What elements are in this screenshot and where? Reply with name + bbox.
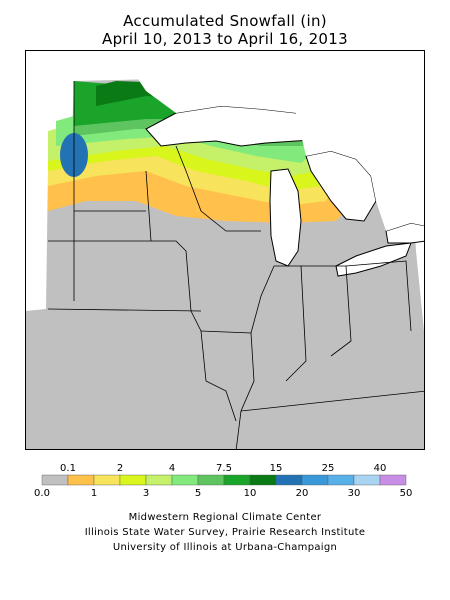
- legend-swatch: [67, 474, 95, 486]
- legend-bottom-label: 3: [143, 488, 149, 499]
- legend-bottom-label: 10: [244, 488, 257, 499]
- legend-top-label: 40: [374, 463, 387, 474]
- legend-swatch: [41, 474, 69, 486]
- map-title: Accumulated Snowfall (in): [123, 12, 327, 30]
- legend-top-label: 0.1: [60, 463, 76, 474]
- legend-swatch: [353, 474, 381, 486]
- legend-swatch: [223, 474, 251, 486]
- color-legend: 0.1 2 4 7.5 15 25 40 0.0 1 3 5 10 20 30 50: [34, 463, 412, 499]
- legend-swatch: [379, 474, 407, 486]
- legend-top-label: 15: [270, 463, 283, 474]
- legend-swatch: [197, 474, 225, 486]
- legend-swatch: [327, 474, 355, 486]
- legend-bottom-label: 50: [400, 488, 413, 499]
- legend-bottom-label: 20: [296, 488, 309, 499]
- legend-swatch: [93, 474, 121, 486]
- lake-huron: [305, 150, 377, 222]
- legend-bins: [41, 474, 407, 486]
- legend-swatch: [145, 474, 173, 486]
- legend-swatch: [249, 474, 277, 486]
- legend-swatch: [171, 474, 199, 486]
- legend-swatch: [119, 474, 147, 486]
- canada-region: [126, 51, 424, 231]
- legend-swatch: [301, 474, 329, 486]
- legend-bottom-label: 0.0: [34, 488, 50, 499]
- legend-swatch: [275, 474, 303, 486]
- legend-bottom-labels: 0.0 1 3 5 10 20 30 50: [34, 488, 412, 499]
- credit-line-3: University of Illinois at Urbana-Champai…: [112, 542, 338, 553]
- lake-erie: [335, 242, 412, 277]
- legend-bottom-label: 30: [348, 488, 361, 499]
- map-date-range: April 10, 2013 to April 16, 2013: [102, 30, 348, 48]
- legend-top-label: 2: [117, 463, 123, 474]
- state-boundaries: [47, 81, 424, 449]
- legend-top-label: 25: [322, 463, 335, 474]
- legend-bottom-label: 5: [195, 488, 201, 499]
- legend-bottom-label: 1: [91, 488, 97, 499]
- snowfall-map-svg: [26, 51, 424, 449]
- lake-michigan: [269, 168, 302, 267]
- credit-line-1: Midwestern Regional Climate Center: [128, 512, 322, 523]
- snowfall-map: [25, 50, 425, 450]
- legend-top-label: 4: [169, 463, 175, 474]
- credit-line-2: Illinois State Water Survey, Prairie Res…: [84, 527, 366, 538]
- legend-top-labels: 0.1 2 4 7.5 15 25 40: [60, 463, 386, 474]
- legend-top-label: 7.5: [216, 463, 232, 474]
